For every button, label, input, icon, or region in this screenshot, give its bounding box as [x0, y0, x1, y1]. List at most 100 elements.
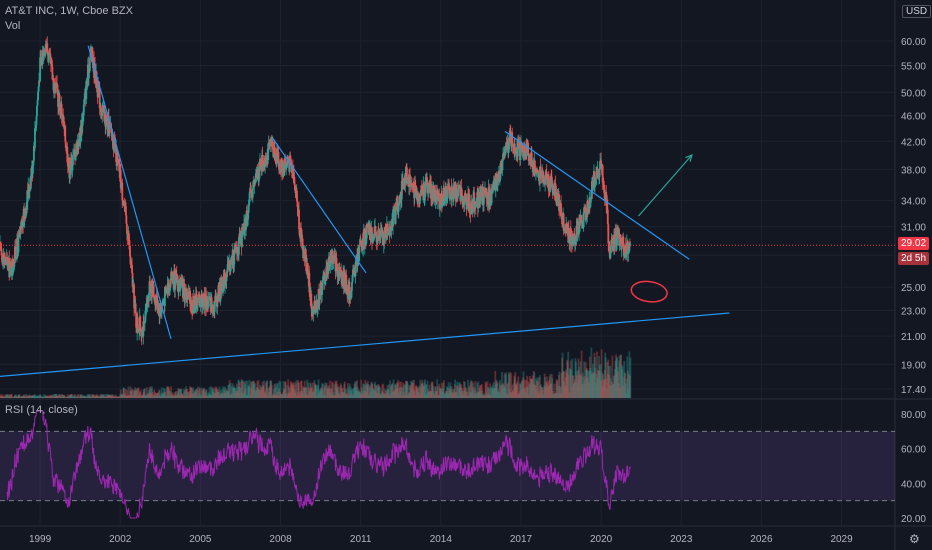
- volume-bar: [572, 383, 575, 398]
- candle-body: [550, 175, 553, 177]
- candle-body: [8, 268, 11, 278]
- time-tick-label: 2014: [430, 534, 453, 545]
- volume-bar: [32, 395, 35, 398]
- volume-bar: [310, 387, 313, 398]
- candle-body: [326, 266, 329, 270]
- volume-bar: [363, 390, 366, 398]
- candle-body: [448, 188, 451, 200]
- volume-bar: [5, 394, 8, 398]
- candle-body: [371, 227, 373, 242]
- volume-bar: [433, 392, 436, 398]
- volume-bar: [301, 390, 304, 398]
- volume-bar: [537, 390, 540, 398]
- volume-bar: [596, 351, 598, 398]
- candle-body: [437, 193, 440, 196]
- volume-bar: [87, 394, 90, 398]
- price-axis[interactable]: 60.0055.0050.0046.0042.0038.0034.0031.00…: [901, 37, 926, 396]
- candle-body: [124, 206, 127, 216]
- volume-bar: [131, 388, 133, 398]
- volume-bar: [48, 395, 51, 398]
- volume-bar: [357, 391, 360, 398]
- volume-bar: [465, 388, 467, 398]
- candle-body: [66, 146, 69, 163]
- volume-bar: [268, 386, 271, 398]
- volume-bar: [231, 383, 234, 398]
- volume-bar: [626, 356, 629, 398]
- volume-bar: [171, 394, 174, 398]
- price-tick-label: 21.00: [901, 332, 926, 343]
- volume-bar: [142, 392, 145, 398]
- volume-bar: [148, 387, 151, 398]
- candle-body: [308, 272, 311, 293]
- volume-bar: [193, 390, 196, 398]
- volume-bar: [376, 384, 379, 398]
- volume-bar: [333, 384, 336, 398]
- volume-bar: [56, 395, 58, 398]
- volume-bar: [303, 380, 306, 398]
- time-axis[interactable]: 1999 2002 2005 2008 2011 2014 2017 2020 2023 2026…: [29, 534, 853, 545]
- candle-body: [98, 88, 101, 109]
- volume-bar: [24, 395, 27, 398]
- candle-body: [568, 239, 571, 244]
- volume-bar: [269, 380, 272, 398]
- volume-bar: [368, 385, 371, 398]
- gear-icon[interactable]: ⚙: [909, 532, 920, 546]
- volume-bar: [565, 369, 568, 398]
- volume-bar: [320, 387, 323, 398]
- volume-bar: [255, 387, 258, 398]
- volume-bar: [355, 381, 357, 398]
- volume-bar: [519, 383, 521, 398]
- volume-bar: [187, 396, 189, 398]
- currency-badge[interactable]: USD: [902, 5, 932, 18]
- volume-bar: [614, 369, 616, 398]
- volume-bar: [154, 395, 157, 398]
- candle-body: [148, 292, 150, 302]
- candle-body: [38, 80, 40, 87]
- candle-body: [358, 245, 361, 247]
- volume-bar: [171, 392, 174, 398]
- volume-bar: [347, 395, 350, 398]
- volume-bar: [328, 380, 331, 398]
- volume-bar: [103, 396, 106, 398]
- candle-body: [296, 201, 299, 207]
- candle-body: [34, 128, 36, 149]
- volume-bar: [46, 395, 49, 398]
- candle-body: [284, 158, 287, 165]
- volume-bar: [194, 391, 197, 398]
- volume-bar: [468, 385, 471, 398]
- price-candles[interactable]: [0, 36, 632, 346]
- volume-bar: [174, 392, 177, 398]
- candle-body: [620, 244, 623, 250]
- volume-bar: [510, 373, 513, 398]
- candle-body: [602, 184, 605, 186]
- volume-bar: [610, 386, 613, 398]
- candle-body: [597, 168, 599, 171]
- candle-body: [566, 225, 569, 230]
- volume-bar: [575, 361, 577, 398]
- volume-bar: [24, 396, 27, 398]
- volume-bar: [523, 388, 525, 398]
- volume-bar: [528, 383, 531, 398]
- volume-bar: [622, 377, 625, 398]
- volume-bar: [221, 393, 224, 398]
- candle-body: [269, 139, 272, 147]
- volume-bar: [411, 380, 414, 398]
- volume-bar: [115, 396, 118, 398]
- drawings[interactable]: [0, 45, 730, 377]
- volume-bar: [374, 391, 377, 398]
- volume-bar: [180, 388, 183, 398]
- volume-bar: [622, 385, 625, 398]
- candle-body: [1, 255, 3, 263]
- volume-bar: [477, 391, 480, 398]
- volume-bar: [181, 394, 184, 398]
- candle-body: [75, 150, 77, 157]
- candle-body: [161, 301, 164, 305]
- volume-bar: [487, 387, 489, 398]
- volume-bar: [72, 394, 75, 398]
- volume-bar: [233, 388, 236, 398]
- candle-body: [74, 150, 76, 160]
- candle-body: [390, 230, 393, 232]
- volume-bar: [513, 377, 516, 398]
- volume-bar: [132, 389, 134, 398]
